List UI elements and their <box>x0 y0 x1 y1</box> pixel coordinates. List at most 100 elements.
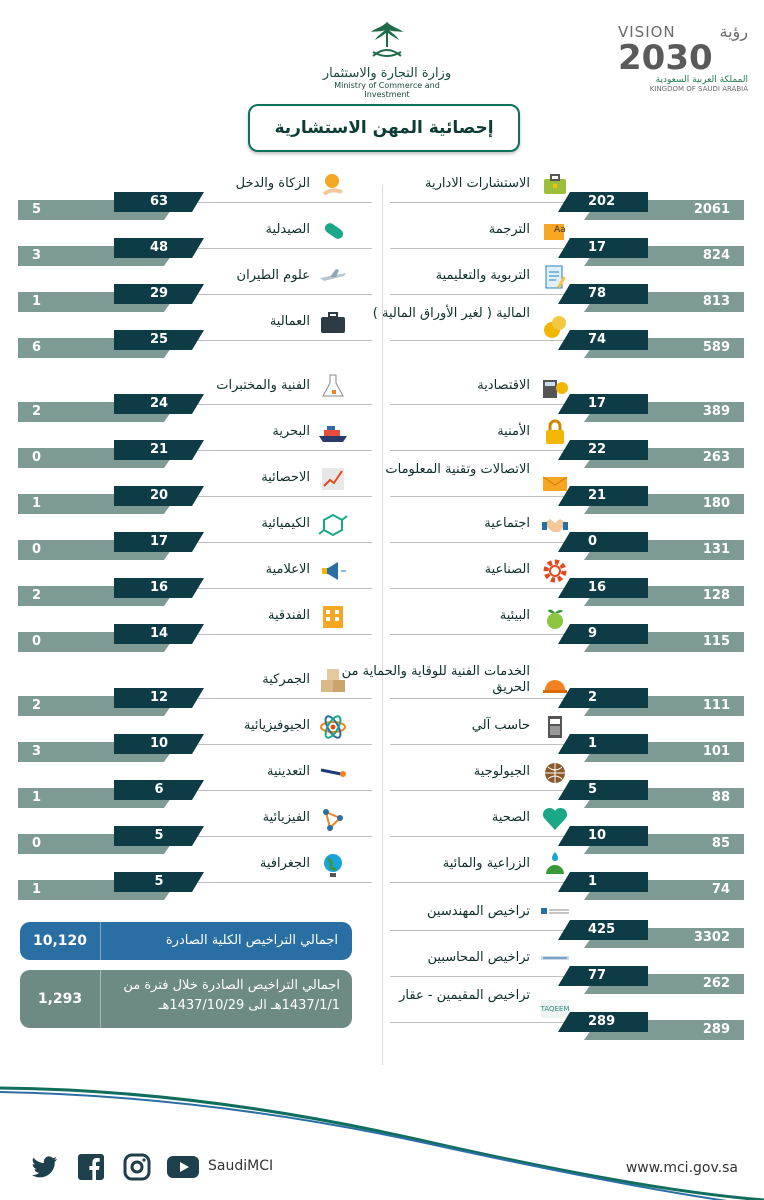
stat-label: الاتصالات وتقنية المعلومات <box>385 462 530 477</box>
stat-period-bar: 29 <box>114 284 204 304</box>
stat-period-value: 17 <box>588 240 607 255</box>
stat-bars: 3 10 <box>18 734 372 758</box>
row-separator <box>390 404 600 405</box>
row-separator <box>390 744 600 745</box>
stat-label: الصيدلية <box>265 222 310 237</box>
pill-icon <box>318 216 348 250</box>
youtube-icon[interactable] <box>166 1152 200 1182</box>
stat-period-bar: 22 <box>558 440 648 460</box>
left-stat-row: علوم الطيران 1 29 <box>18 260 372 306</box>
stat-period-bar: 21 <box>114 440 204 460</box>
stat-period-value: 16 <box>588 580 607 595</box>
stat-bars: 0 17 <box>18 532 372 556</box>
right-stat-row: الصناعية 128 16 <box>390 554 744 606</box>
stat-period-value: 74 <box>588 332 607 347</box>
row-separator <box>198 450 372 451</box>
stat-label: التربوية والتعليمية <box>435 268 530 283</box>
stat-period-value: 77 <box>588 968 607 983</box>
stat-bars: 389 17 <box>390 394 744 422</box>
stat-period-bar: 17 <box>558 238 648 258</box>
vision-2030-logo: VISION رؤية 2030 المملكة العربية السعودي… <box>618 22 748 93</box>
molecule-icon <box>318 510 348 544</box>
stat-period-bar: 10 <box>558 826 648 846</box>
stat-period-bar: 20 <box>114 486 204 506</box>
row-separator <box>198 744 372 745</box>
bag-icon <box>318 308 348 342</box>
right-stat-row: تراخيص المحاسبين 262 77 <box>390 942 744 994</box>
row-separator <box>390 698 600 699</box>
coin-hand-icon <box>318 170 348 204</box>
left-stat-row: التعدينية 1 6 <box>18 756 372 802</box>
stat-period-bar: 289 <box>558 1012 648 1032</box>
stat-period-value: 9 <box>588 626 598 641</box>
row-separator <box>390 1022 600 1023</box>
website-link[interactable]: www.mci.gov.sa <box>625 1160 738 1176</box>
left-stat-row: الاعلامية 2 16 <box>18 554 372 600</box>
right-stat-row: الأمنية 263 22 <box>390 416 744 468</box>
stat-period-bar: 17 <box>558 394 648 414</box>
stat-period-value: 289 <box>588 1014 616 1029</box>
computer-icon <box>540 712 570 746</box>
stat-label: الصحية <box>491 810 530 825</box>
stat-bars: 813 78 <box>390 284 744 312</box>
right-stat-row: الاستشارات الادارية 2061 202 <box>390 168 744 220</box>
left-stat-row: الفندقية 0 14 <box>18 600 372 646</box>
stat-bars: 3 48 <box>18 238 372 262</box>
left-stat-row: الجمركية 2 12 <box>18 664 372 710</box>
stat-period-bar: 12 <box>114 688 204 708</box>
ministry-name-ar: وزارة التجارة والاستثمار <box>322 66 452 81</box>
stat-label: الصناعية <box>484 562 530 577</box>
twitter-icon[interactable] <box>30 1152 60 1182</box>
right-stat-row: التربوية والتعليمية 813 78 <box>390 260 744 312</box>
right-stat-row: البيئية 115 9 <box>390 600 744 652</box>
stat-bars: 824 17 <box>390 238 744 266</box>
stat-label: الزراعية والمائية <box>442 856 530 871</box>
left-stat-row: الجيوفيزيائية 3 10 <box>18 710 372 756</box>
row-separator <box>198 542 372 543</box>
coins-icon <box>540 312 570 346</box>
stat-label: الاحصائية <box>261 470 310 485</box>
translation-icon: Aa <box>540 216 570 250</box>
megaphone-icon <box>318 556 348 590</box>
palm-swords-emblem-icon <box>371 22 403 57</box>
right-stat-row: الاتصالات وتقنية المعلومات 180 21 <box>385 462 744 514</box>
row-separator <box>198 698 372 699</box>
stat-period-bar: 9 <box>558 624 648 644</box>
handshake-icon <box>540 510 570 544</box>
calculator-icon <box>540 372 570 406</box>
left-stat-row: العمالية 6 25 <box>18 306 372 352</box>
left-stat-row: الكيميائية 0 17 <box>18 508 372 554</box>
row-separator <box>390 202 600 203</box>
left-stat-row: البحرية 0 21 <box>18 416 372 462</box>
stat-period-bar: 63 <box>114 192 204 212</box>
stat-period-value: 78 <box>588 286 607 301</box>
stat-bars: 111 2 <box>390 688 744 716</box>
right-stat-row: الزراعية والمائية 74 1 <box>390 848 744 900</box>
vision-year: 2030 <box>618 38 713 78</box>
row-separator <box>198 588 372 589</box>
stat-period-bar: 10 <box>114 734 204 754</box>
right-stat-row: الجيولوجية 88 5 <box>390 756 744 808</box>
stat-label: المالية ( لغير الأوراق المالية ) <box>372 306 530 321</box>
page-title: إحصائية المهن الاستشارية <box>274 118 494 138</box>
row-separator <box>390 976 600 977</box>
stat-bars: 101 1 <box>390 734 744 762</box>
lock-icon <box>540 418 570 452</box>
row-separator <box>198 882 372 883</box>
right-stat-row: الصحية 85 10 <box>390 802 744 854</box>
stat-label: العمالية <box>269 314 310 329</box>
facebook-icon[interactable] <box>76 1152 106 1182</box>
stat-label: علوم الطيران <box>236 268 310 283</box>
stat-label: الزكاة والدخل <box>235 176 310 191</box>
stat-bars: 115 9 <box>390 624 744 652</box>
stat-period-value: 5 <box>588 782 598 797</box>
row-separator <box>198 836 372 837</box>
period-licenses-label: اجمالي التراخيص الصادرة خلال فترة من 143… <box>123 978 340 1013</box>
stat-label: حاسب آلي <box>471 718 530 733</box>
instagram-icon[interactable] <box>122 1152 152 1182</box>
title-box: إحصائية المهن الاستشارية <box>248 104 520 152</box>
svg-text:Aa: Aa <box>554 225 566 235</box>
stat-period-value: 1 <box>588 874 598 889</box>
stat-bars: 2 12 <box>18 688 372 712</box>
total-licenses-label: اجمالي التراخيص الكلية الصادرة <box>165 933 338 948</box>
